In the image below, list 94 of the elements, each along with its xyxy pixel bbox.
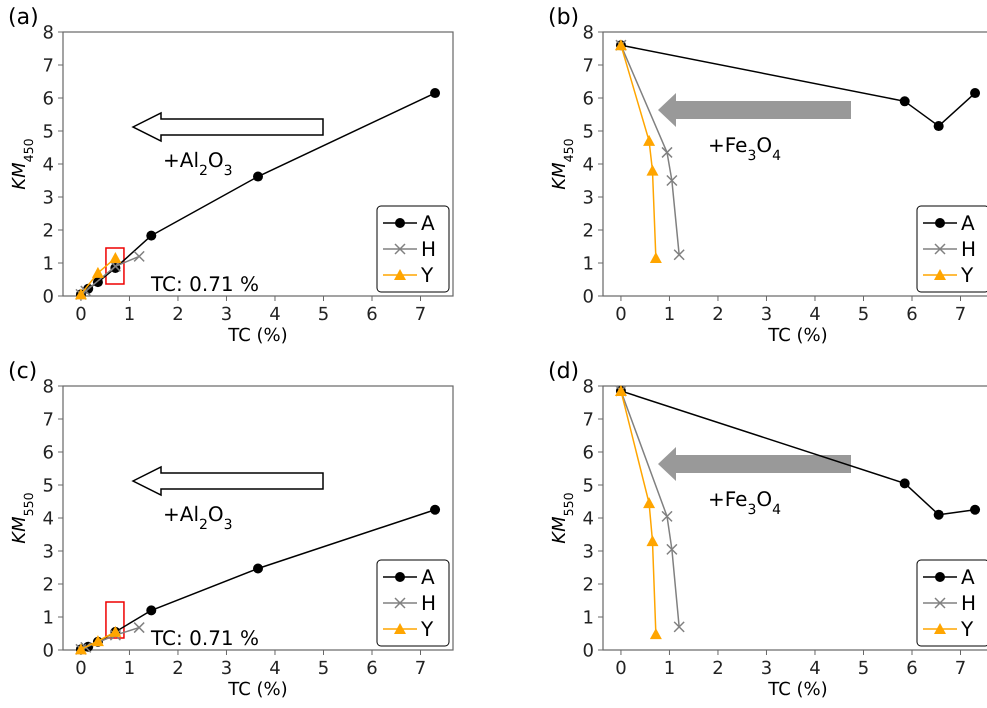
y-tick-label: 8 (42, 376, 54, 398)
chart-title: (a) (8, 5, 39, 30)
legend-label: H (961, 591, 976, 615)
x-tick-label: 2 (172, 658, 184, 679)
y-tick-label: 7 (582, 409, 594, 430)
x-tick-label: 3 (760, 304, 772, 325)
x-tick-label: 6 (366, 304, 378, 325)
y-tick-label: 4 (582, 508, 594, 530)
y-tick-label: 2 (42, 220, 54, 242)
x-tick-label: 0 (75, 304, 87, 325)
x-tick-label: 5 (318, 304, 330, 325)
x-tick-label: 2 (712, 304, 724, 325)
x-tick-label: 2 (172, 304, 184, 325)
y-tick-label: 4 (42, 154, 54, 176)
legend-label: A (961, 565, 975, 589)
y-tick-label: 0 (582, 640, 594, 662)
x-tick-label: 4 (269, 304, 281, 325)
annotation: TC: 0.71 % (150, 272, 259, 296)
legend-label: A (961, 211, 975, 235)
chart-title: (d) (548, 359, 580, 384)
y-tick-label: 6 (582, 88, 594, 110)
y-tick-label: 8 (582, 376, 594, 398)
annotation: +Fe$_{3}$O$_{4}$ (708, 133, 782, 164)
y-tick-label: 6 (582, 442, 594, 464)
annotation: TC: 0.71 % (150, 626, 259, 650)
y-tick-label: 0 (582, 286, 594, 308)
x-tick-label: 1 (664, 658, 676, 679)
legend-label: H (421, 237, 436, 261)
x-tick-label: 3 (220, 658, 232, 679)
y-tick-label: 3 (42, 187, 54, 208)
x-tick-label: 0 (615, 304, 627, 325)
y-tick-label: 3 (582, 541, 594, 562)
y-tick-label: 8 (42, 22, 54, 44)
x-tick-label: 0 (615, 658, 627, 679)
x-tick-label: 7 (414, 658, 426, 679)
y-tick-label: 4 (582, 154, 594, 176)
x-tick-label: 5 (858, 658, 870, 679)
y-tick-label: 5 (582, 121, 594, 142)
annotation: +Fe$_{3}$O$_{4}$ (708, 487, 782, 518)
y-tick-label: 2 (582, 574, 594, 596)
y-tick-label: 5 (582, 475, 594, 496)
x-tick-label: 7 (954, 658, 966, 679)
x-tick-label: 5 (318, 658, 330, 679)
y-tick-label: 3 (582, 187, 594, 208)
chart-title: (b) (548, 5, 580, 30)
x-tick-label: 2 (712, 658, 724, 679)
y-tick-label: 7 (582, 55, 594, 76)
x-tick-label: 0 (75, 658, 87, 679)
legend-label: Y (420, 617, 434, 641)
chart-title: (c) (8, 359, 38, 384)
y-tick-label: 1 (42, 253, 54, 274)
x-tick-label: 6 (366, 658, 378, 679)
y-tick-label: 3 (42, 541, 54, 562)
x-axis-title: TC (%) (227, 679, 288, 700)
legend-label: A (421, 211, 435, 235)
legend-label: A (421, 565, 435, 589)
y-tick-label: 7 (42, 55, 54, 76)
y-tick-label: 5 (42, 475, 54, 496)
legend-label: Y (960, 617, 974, 641)
y-tick-label: 1 (582, 253, 594, 274)
x-tick-label: 1 (664, 304, 676, 325)
x-tick-label: 1 (124, 304, 136, 325)
y-tick-label: 1 (582, 607, 594, 628)
x-tick-label: 1 (124, 658, 136, 679)
legend-label: Y (420, 263, 434, 287)
legend-label: H (961, 237, 976, 261)
y-tick-label: 6 (42, 88, 54, 110)
x-axis-title: TC (%) (767, 325, 828, 346)
legend-label: Y (960, 263, 974, 287)
y-tick-label: 1 (42, 607, 54, 628)
annotation: +Al$_{2}$O$_{3}$ (163, 148, 233, 179)
annotation: +Al$_{2}$O$_{3}$ (163, 502, 233, 533)
x-tick-label: 6 (906, 658, 918, 679)
y-tick-label: 5 (42, 121, 54, 142)
x-tick-label: 4 (269, 658, 281, 679)
x-tick-label: 3 (220, 304, 232, 325)
x-tick-label: 5 (858, 304, 870, 325)
y-tick-label: 7 (42, 409, 54, 430)
x-tick-label: 4 (809, 658, 821, 679)
x-tick-label: 4 (809, 304, 821, 325)
y-tick-label: 8 (582, 22, 594, 44)
x-axis-title: TC (%) (227, 325, 288, 346)
y-tick-label: 6 (42, 442, 54, 464)
legend-label: H (421, 591, 436, 615)
x-tick-label: 6 (906, 304, 918, 325)
x-axis-title: TC (%) (767, 679, 828, 700)
x-tick-label: 7 (414, 304, 426, 325)
x-tick-label: 3 (760, 658, 772, 679)
y-tick-label: 4 (42, 508, 54, 530)
y-tick-label: 0 (42, 286, 54, 308)
y-tick-label: 2 (582, 220, 594, 242)
x-tick-label: 7 (954, 304, 966, 325)
y-tick-label: 0 (42, 640, 54, 662)
y-tick-label: 2 (42, 574, 54, 596)
